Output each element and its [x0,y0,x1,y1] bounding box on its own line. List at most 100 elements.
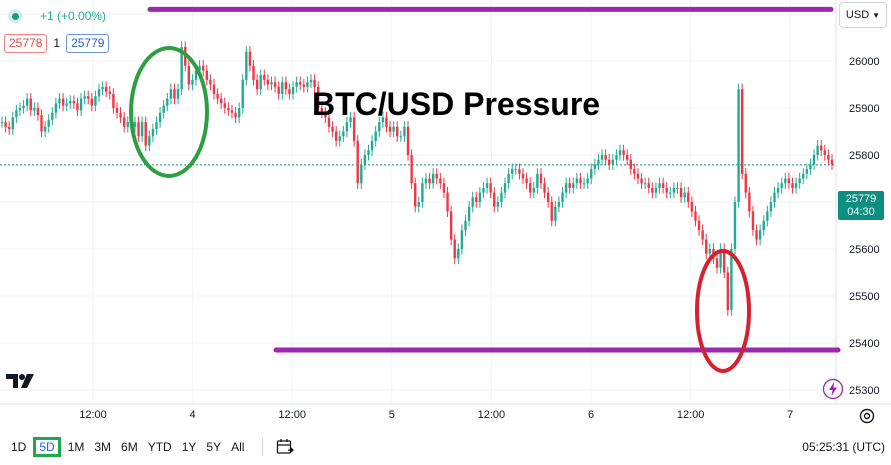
candle-body [805,169,809,174]
candle-body [503,183,507,193]
candle-body [69,101,72,104]
range-button-1y[interactable]: 1Y [181,440,197,454]
candle-body [327,117,331,127]
time-axis[interactable]: 12:00 4 12:00 5 12:00 6 12:00 7 [79,409,793,421]
candle-body [579,178,582,184]
candle-body [593,164,597,170]
x-tick-label: 12:00 [478,409,506,421]
y-tick-label: 25500 [849,291,880,303]
x-tick-label: 12:00 [677,409,705,421]
currency-button[interactable]: USD ▼ [839,2,887,28]
candle-body [245,51,248,80]
candle-body [428,178,431,184]
candle-body [705,239,708,254]
candle-body [511,169,514,174]
candle-body [338,136,341,141]
market-status-icon[interactable] [8,9,22,23]
lightning-icon[interactable] [822,378,844,400]
candle-body [65,103,68,106]
candle-body [723,248,726,273]
y-tick-label: 26000 [849,56,880,68]
candle-body [133,122,137,127]
bid-ask-row: 25778 1 25779 [4,33,110,53]
candle-body [219,98,223,104]
candle-body [259,75,262,90]
candle-body [295,82,298,87]
candle-body [101,86,104,90]
candle-body [194,70,198,80]
candle-body [378,122,381,132]
candle-body [248,51,252,66]
candle-body [507,173,510,184]
candle-body [349,117,352,123]
x-tick-label: 12:00 [79,409,107,421]
candle-body [784,178,787,184]
candle-body [266,79,270,85]
candle-body [769,202,773,212]
y-tick-label: 25800 [849,150,880,162]
candle-body [773,192,776,202]
candle-body [802,173,805,179]
utc-clock[interactable]: 05:25:31 (UTC) [802,440,885,454]
candle-body [615,155,618,160]
candle-body [277,86,280,94]
candle-body [54,103,58,113]
candle-body [611,159,615,165]
range-button-1m[interactable]: 1M [67,440,85,454]
candle-body [687,192,690,202]
calendar-range-icon[interactable] [276,438,294,456]
candle-body [191,79,194,85]
candle-body [830,159,834,165]
candle-body [629,159,632,170]
candle-body [521,173,525,179]
candle-body [212,84,216,94]
candle-body [237,108,241,118]
range-button-5y[interactable]: 5Y [206,440,222,454]
y-tick-label: 25300 [849,385,880,397]
candle-body [457,248,460,259]
y-tick-label: 25900 [849,103,880,115]
candle-body [780,183,783,188]
candle-body [726,272,730,311]
candle-body [636,173,640,179]
candle-body [748,192,751,212]
candle-body [202,65,205,71]
highlight-ellipse-bottom [695,249,751,373]
range-button-ytd[interactable]: YTD [147,440,172,454]
candle-body [345,122,349,132]
candle-body [122,117,126,127]
last-price-badge: 25779 04:30 [838,191,884,220]
candle-body [281,82,284,94]
candle-body [58,98,61,104]
candle-body [396,126,399,137]
range-buttons: 1D 5D 1M 3M 6M YTD 1Y 5Y All [6,437,249,457]
candle-body [489,183,492,193]
ask-price[interactable]: 25779 [66,33,110,53]
range-button-5d[interactable]: 5D [33,437,61,457]
candle-body [597,159,600,165]
tradingview-logo-icon[interactable] [6,372,38,390]
candle-body [40,115,43,132]
candle-body [564,183,568,193]
candle-body [532,187,535,193]
range-button-3m[interactable]: 3M [94,440,112,454]
candle-body [72,101,76,104]
candle-body [478,192,482,202]
x-tick-label: 5 [389,409,395,421]
y-tick-label: 25400 [849,338,880,350]
candle-body [633,169,636,174]
range-button-1d[interactable]: 1D [11,440,27,454]
candle-body [97,89,101,97]
candle-body [762,220,765,231]
candle-body [658,183,661,188]
candle-body [669,192,672,194]
candle-body [22,105,25,109]
candle-body [316,86,320,109]
range-button-all[interactable]: All [231,440,245,454]
range-button-6m[interactable]: 6M [121,440,138,454]
y-tick-label: 25600 [849,244,880,256]
candle-body [421,183,424,202]
bid-price[interactable]: 25778 [4,33,48,53]
gear-icon[interactable] [857,406,877,426]
candle-body [751,211,755,231]
